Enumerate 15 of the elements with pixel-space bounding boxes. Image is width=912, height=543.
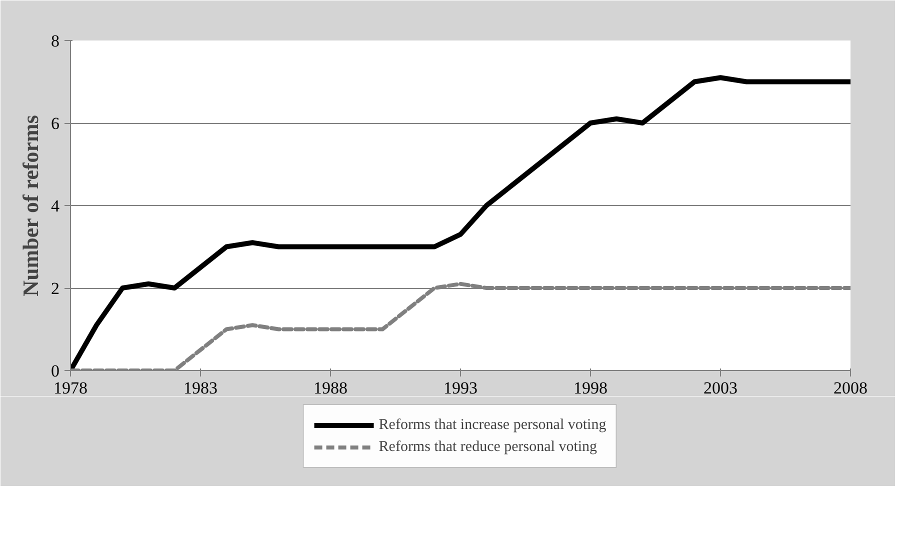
x-tick-label: 1978 <box>54 378 88 398</box>
legend-label: Reforms that increase personal voting <box>378 416 606 434</box>
x-tick-label: 1998 <box>574 378 608 398</box>
y-tick-label: 4 <box>51 196 60 216</box>
y-tick-label: 6 <box>51 114 60 133</box>
x-tick-label: 2003 <box>704 378 738 398</box>
x-tick-label: 1988 <box>314 378 348 398</box>
x-tick-label: 1983 <box>184 378 218 398</box>
x-tick-label: 2008 <box>834 378 868 398</box>
y-tick-label: 2 <box>51 279 60 298</box>
x-tick-label: 1993 <box>444 378 478 398</box>
legend-label: Reforms that reduce personal voting <box>378 438 598 456</box>
y-axis-title: Number of reforms <box>18 114 43 296</box>
y-tick-label: 0 <box>51 362 60 380</box>
y-tick-label: 8 <box>51 32 60 50</box>
